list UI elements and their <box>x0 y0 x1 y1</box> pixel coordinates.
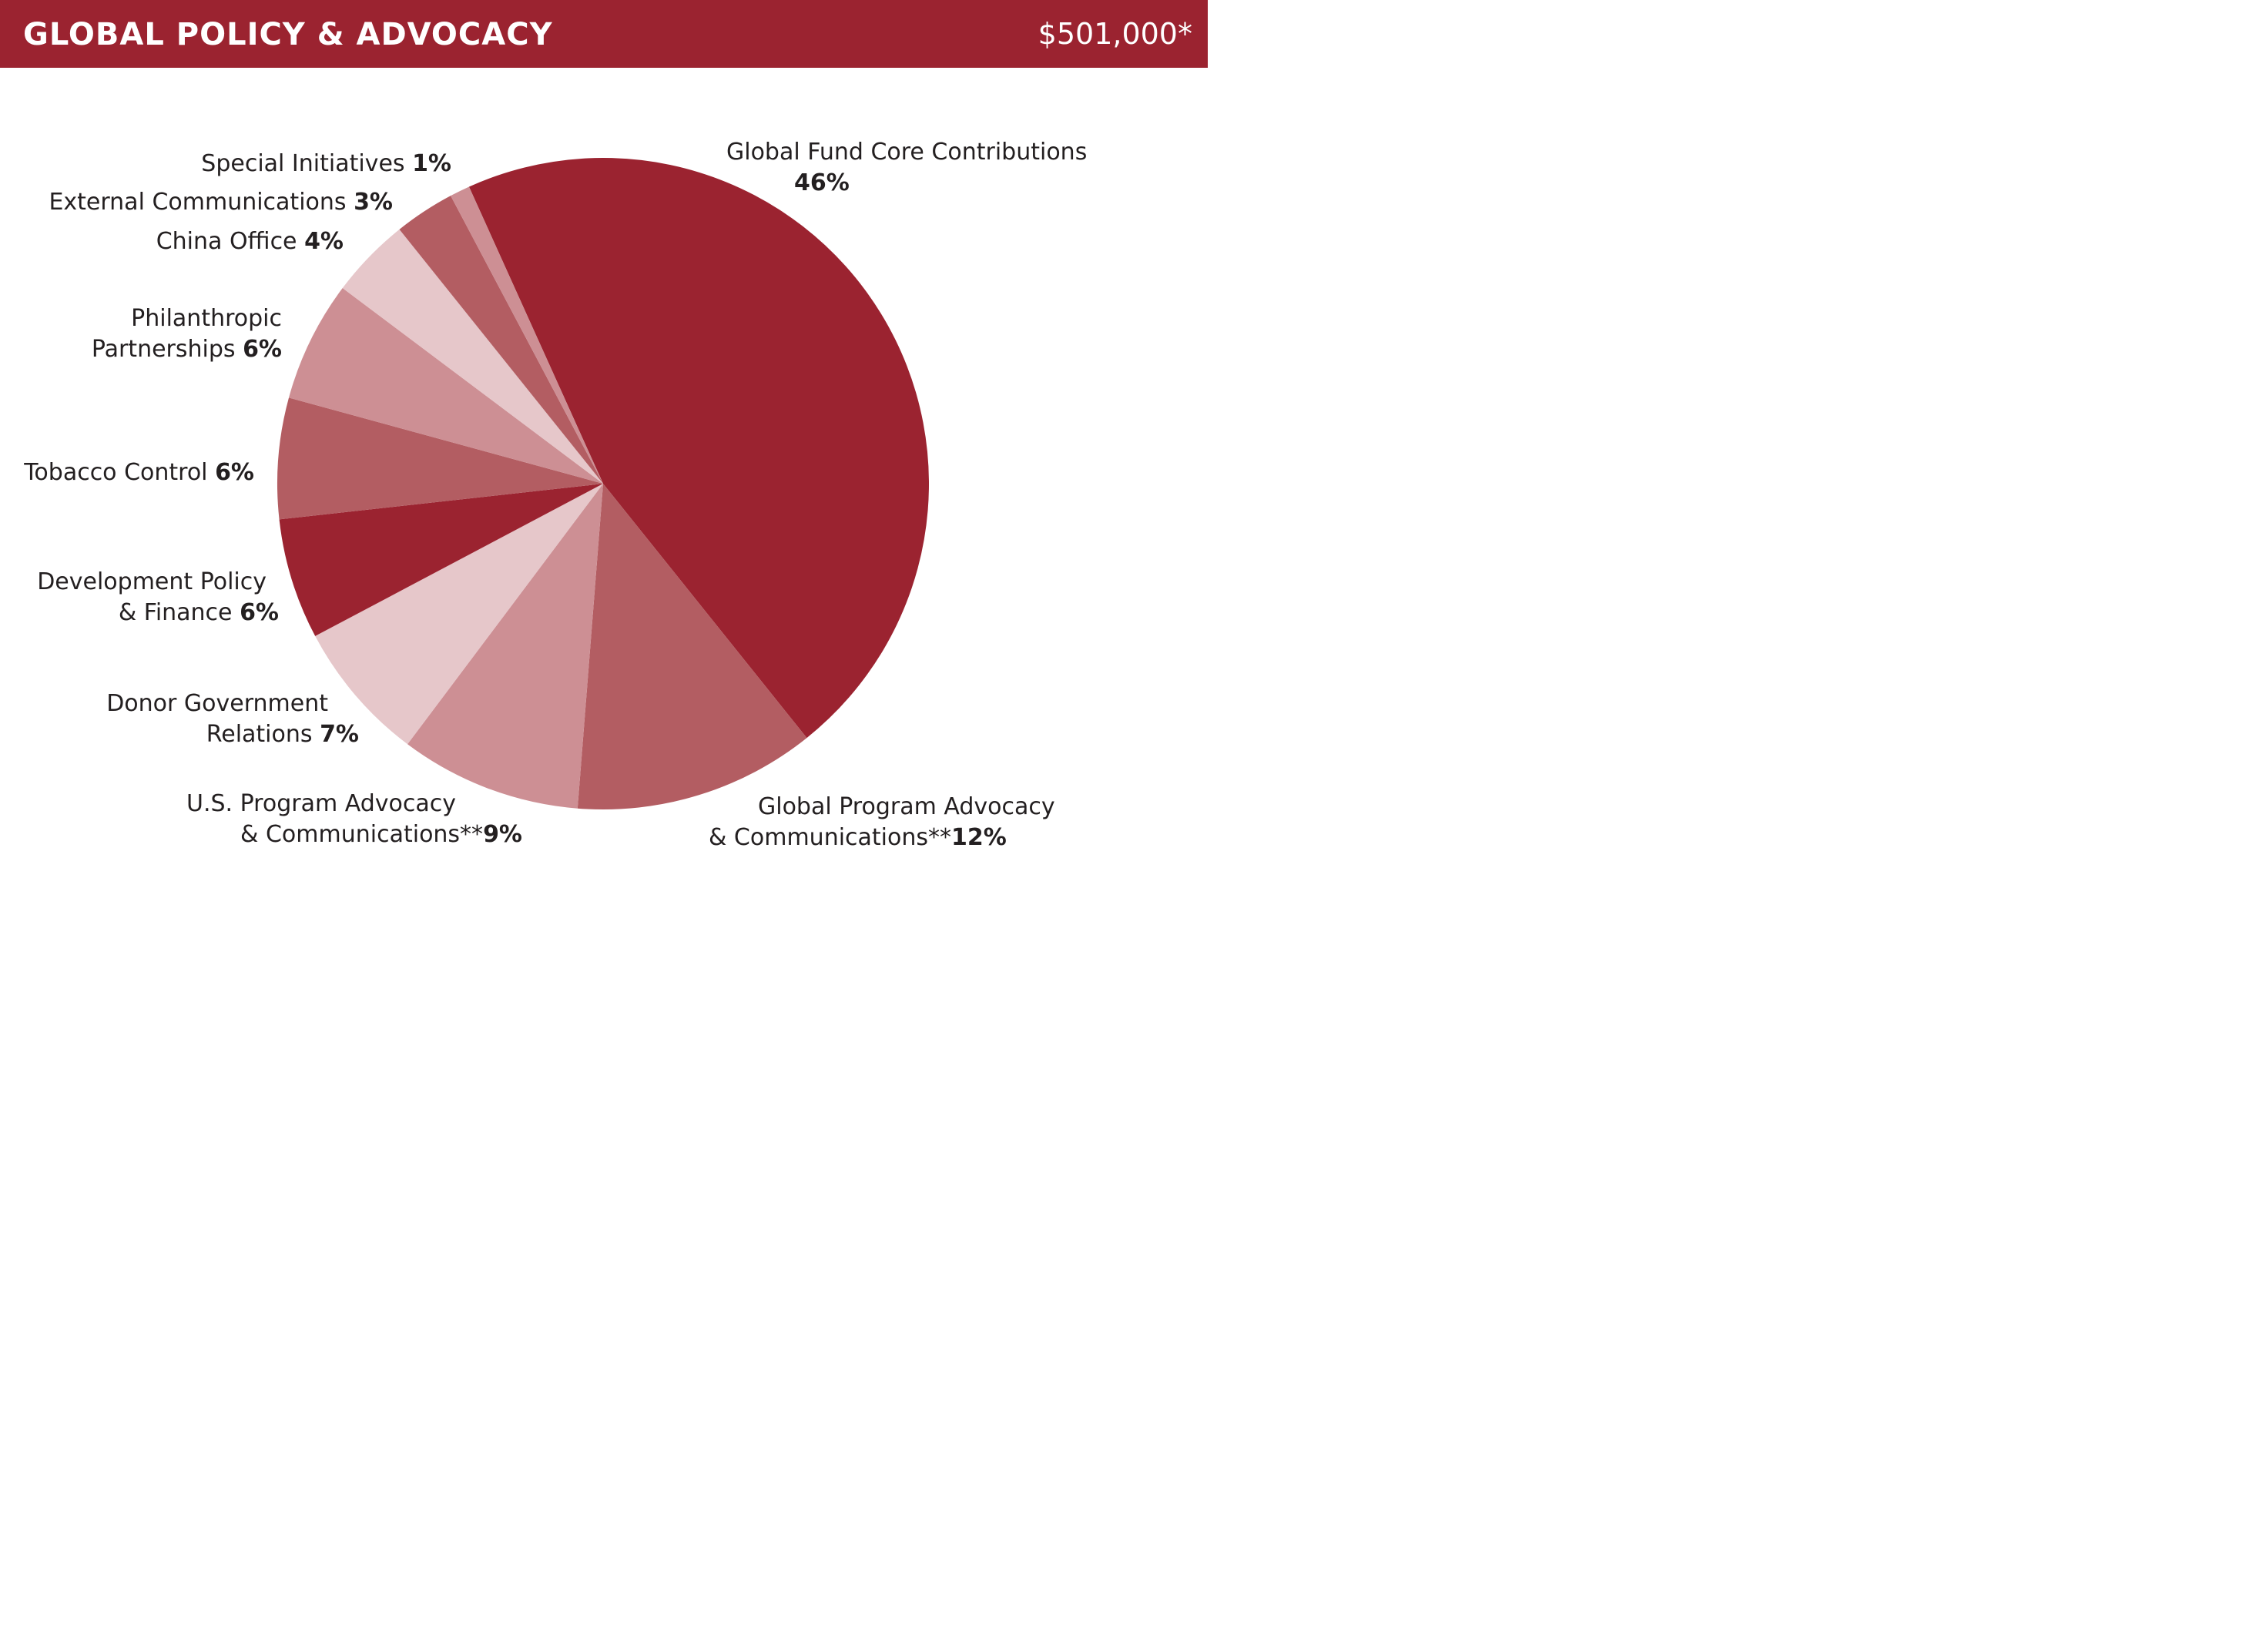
header-bar: GLOBAL POLICY & ADVOCACY $501,000* <box>0 0 1208 68</box>
label-external-communications-name: External Communications <box>49 189 354 216</box>
pie-slice-9 <box>399 196 603 484</box>
label-development-policy-line2: & Finance <box>118 599 240 626</box>
label-global-fund-core-name: Global Fund Core Contributions <box>726 139 1088 166</box>
label-global-program-advocacy: Global Program Advocacy & Communications… <box>709 792 1055 853</box>
label-tobacco-control-pct: 6% <box>215 459 254 486</box>
pie-slice-7 <box>288 288 603 484</box>
label-special-initiatives-pct: 1% <box>412 150 451 177</box>
label-development-policy-pct: 6% <box>240 599 279 626</box>
pie-slice-2 <box>577 484 807 809</box>
chart-title: GLOBAL POLICY & ADVOCACY <box>23 17 553 52</box>
label-tobacco-control: Tobacco Control 6% <box>24 457 254 488</box>
pie-slice-8 <box>342 229 603 484</box>
pie-slice-3 <box>407 484 603 809</box>
label-global-program-advocacy-pct: 12% <box>951 824 1007 851</box>
pie-slice-6 <box>277 397 603 520</box>
label-philanthropic-partnerships: Philanthropic Partnerships 6% <box>92 303 282 365</box>
label-china-office-name: China Office <box>156 228 305 255</box>
label-donor-government-line1: Donor Government <box>106 690 328 717</box>
label-special-initiatives-name: Special Initiatives <box>201 150 413 177</box>
pie-slice-10 <box>451 186 603 484</box>
label-external-communications: External Communications 3% <box>49 187 393 218</box>
label-us-program-advocacy-pct: 9% <box>483 821 522 848</box>
label-donor-government-pct: 7% <box>320 721 359 748</box>
label-global-fund-core-pct: 46% <box>794 169 850 196</box>
label-philanthropic-partnerships-pct: 6% <box>243 336 282 363</box>
label-us-program-advocacy-line2: & Communications** <box>240 821 484 848</box>
label-special-initiatives: Special Initiatives 1% <box>201 149 451 179</box>
chart-total: $501,000* <box>1038 17 1192 51</box>
label-global-program-advocacy-line1: Global Program Advocacy <box>758 793 1055 820</box>
label-china-office-pct: 4% <box>304 228 344 255</box>
pie-slice-5 <box>279 484 603 636</box>
label-global-program-advocacy-line2: & Communications** <box>709 824 952 851</box>
label-tobacco-control-name: Tobacco Control <box>24 459 216 486</box>
label-external-communications-pct: 3% <box>354 189 393 216</box>
pie-slice-1 <box>468 158 929 739</box>
label-global-fund-core: Global Fund Core Contributions 46% <box>726 137 1087 199</box>
pie-chart <box>277 158 929 809</box>
label-donor-government: Donor Government Relations 7% <box>106 689 359 750</box>
chart-canvas: GLOBAL POLICY & ADVOCACY $501,000* Globa… <box>0 0 1208 886</box>
label-philanthropic-partnerships-line2: Partnerships <box>91 336 243 363</box>
label-china-office: China Office 4% <box>156 226 344 257</box>
label-donor-government-line2: Relations <box>206 721 320 748</box>
label-development-policy: Development Policy & Finance 6% <box>37 567 279 628</box>
pie-slice-4 <box>315 484 603 745</box>
label-us-program-advocacy: U.S. Program Advocacy & Communications**… <box>186 789 522 850</box>
label-us-program-advocacy-line1: U.S. Program Advocacy <box>186 790 456 817</box>
label-philanthropic-partnerships-line1: Philanthropic <box>131 305 282 332</box>
label-development-policy-line1: Development Policy <box>37 568 267 595</box>
